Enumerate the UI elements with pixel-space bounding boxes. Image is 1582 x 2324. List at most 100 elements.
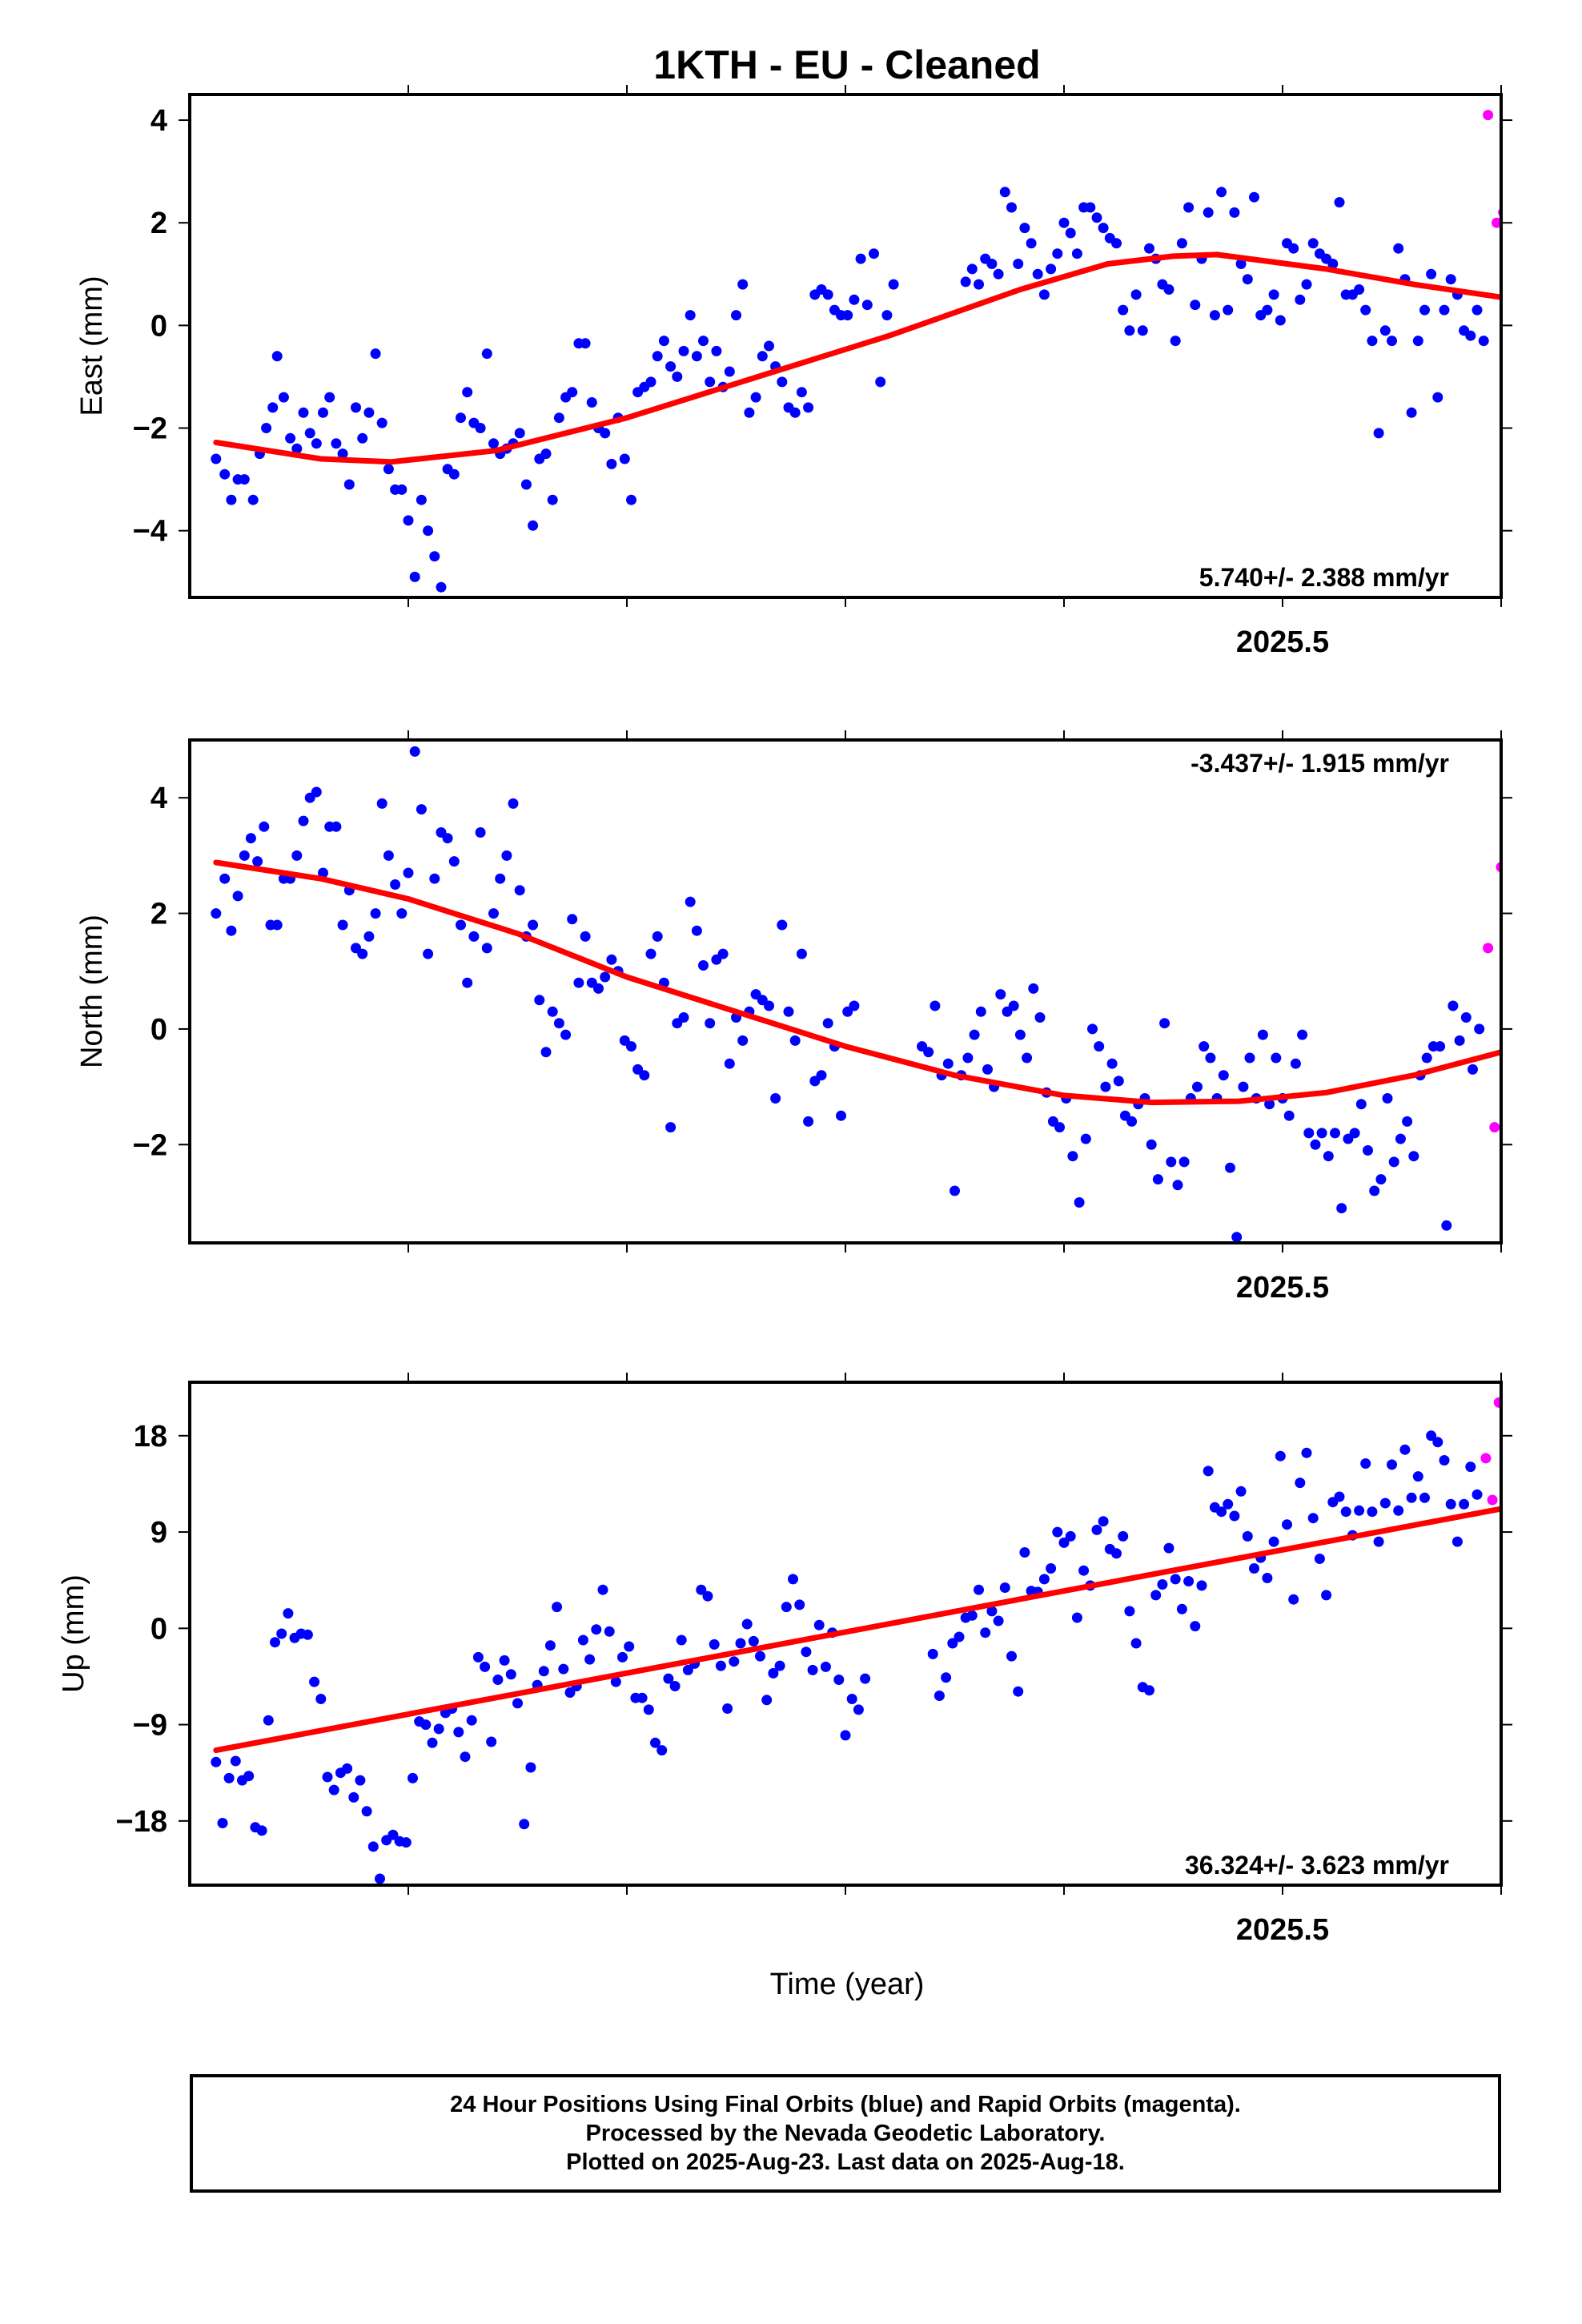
north-final-point [239, 850, 250, 861]
up-final-point [702, 1590, 713, 1602]
up-final-point [1459, 1498, 1470, 1510]
east-final-point [219, 468, 231, 480]
east-rapid-point [1531, 295, 1541, 305]
north-final-point [442, 833, 453, 844]
up-final-point [420, 1719, 432, 1731]
up-final-point [1321, 1590, 1332, 1601]
up-rapid-point [1520, 1502, 1531, 1513]
east-final-point [271, 351, 283, 362]
east-final-point [311, 438, 322, 449]
north-final-point [318, 867, 328, 879]
north-final-point [1290, 1058, 1301, 1069]
up-fit-line [213, 1506, 1501, 1754]
east-final-point [861, 300, 873, 311]
north-final-point [211, 908, 222, 919]
up-final-point [1367, 1506, 1378, 1518]
up-final-point [375, 1873, 385, 1884]
up-y-axis-label: Up (mm) [57, 1574, 90, 1693]
east-final-point [383, 464, 394, 475]
east-final-point [1472, 304, 1483, 316]
north-final-point [1022, 1052, 1033, 1063]
north-final-point [1283, 1110, 1295, 1121]
east-final-point [737, 279, 749, 290]
east-final-point [239, 474, 250, 485]
north-final-point [593, 983, 604, 994]
east-final-point [304, 428, 315, 439]
north-final-point [1094, 1041, 1105, 1052]
up-rapid-point [1493, 1397, 1501, 1408]
north-final-point [975, 1006, 986, 1017]
up-final-point [781, 1602, 792, 1613]
north-final-point [370, 908, 381, 919]
east-final-point [456, 412, 466, 424]
east-final-point [1295, 294, 1306, 305]
east-final-point [291, 443, 303, 454]
east-final-point [423, 525, 434, 537]
north-final-point [1087, 1023, 1098, 1035]
east-final-point [1426, 268, 1437, 279]
north-final-point [1435, 1041, 1446, 1052]
up-final-point [999, 1582, 1010, 1593]
up-final-point [400, 1837, 412, 1848]
north-final-point [252, 856, 263, 867]
north-final-point [724, 1058, 735, 1069]
up-final-point [927, 1648, 938, 1659]
north-rapid-point [1536, 1053, 1546, 1063]
east-final-point [1032, 268, 1043, 279]
east-final-point [1176, 238, 1187, 249]
north-final-point [982, 1063, 993, 1075]
east-final-point [1026, 238, 1037, 249]
up-final-point [1262, 1573, 1273, 1583]
up-final-point [1354, 1505, 1365, 1516]
north-final-point [803, 1116, 814, 1127]
north-final-point [429, 873, 440, 884]
north-y-tick-label: 4 [151, 782, 167, 815]
east-final-point [966, 263, 978, 275]
north-final-point [403, 867, 414, 879]
east-final-point [488, 438, 499, 449]
north-rapid-point [1522, 1070, 1532, 1080]
up-x-tick-label: 2025.5 [1236, 1913, 1329, 1947]
up-final-point [1340, 1506, 1351, 1518]
up-final-point [748, 1635, 759, 1647]
up-final-point [696, 1584, 707, 1595]
east-final-point [777, 376, 788, 388]
up-final-point [1295, 1478, 1306, 1489]
up-final-point [1071, 1612, 1082, 1623]
north-final-point [685, 896, 696, 907]
up-final-point [591, 1624, 602, 1635]
east-final-point [1098, 223, 1109, 234]
east-final-point [1144, 243, 1154, 254]
east-final-point [1209, 310, 1220, 321]
up-final-point [807, 1664, 818, 1675]
east-final-point [547, 494, 558, 505]
east-final-point [1327, 259, 1339, 269]
up-final-point [741, 1618, 753, 1630]
east-final-point [986, 259, 998, 269]
east-final-point [298, 407, 309, 418]
east-final-point [999, 187, 1010, 198]
north-final-point [1408, 1151, 1419, 1162]
up-final-point [433, 1723, 444, 1735]
up-final-point [1058, 1537, 1070, 1548]
east-fit-line [213, 251, 1501, 465]
north-final-point [540, 1047, 552, 1058]
up-final-point [1242, 1530, 1253, 1542]
up-final-point [1013, 1686, 1024, 1697]
up-final-point [519, 1819, 530, 1830]
east-final-point [1301, 279, 1312, 290]
east-final-point [1085, 202, 1096, 213]
north-rate-annotation: -3.437+/- 1.915 mm/yr [1191, 749, 1449, 778]
east-rapid-point [1524, 233, 1535, 243]
north-final-point [836, 1110, 846, 1121]
east-final-point [849, 294, 860, 305]
chart-title: 1KTH - EU - Cleaned [653, 42, 1040, 87]
up-final-point [1282, 1519, 1292, 1530]
east-final-point [1334, 197, 1345, 208]
up-final-point [1170, 1574, 1181, 1585]
up-final-point [367, 1841, 379, 1852]
east-final-point [1203, 207, 1214, 218]
up-final-point [512, 1698, 523, 1709]
up-final-point [256, 1825, 267, 1836]
